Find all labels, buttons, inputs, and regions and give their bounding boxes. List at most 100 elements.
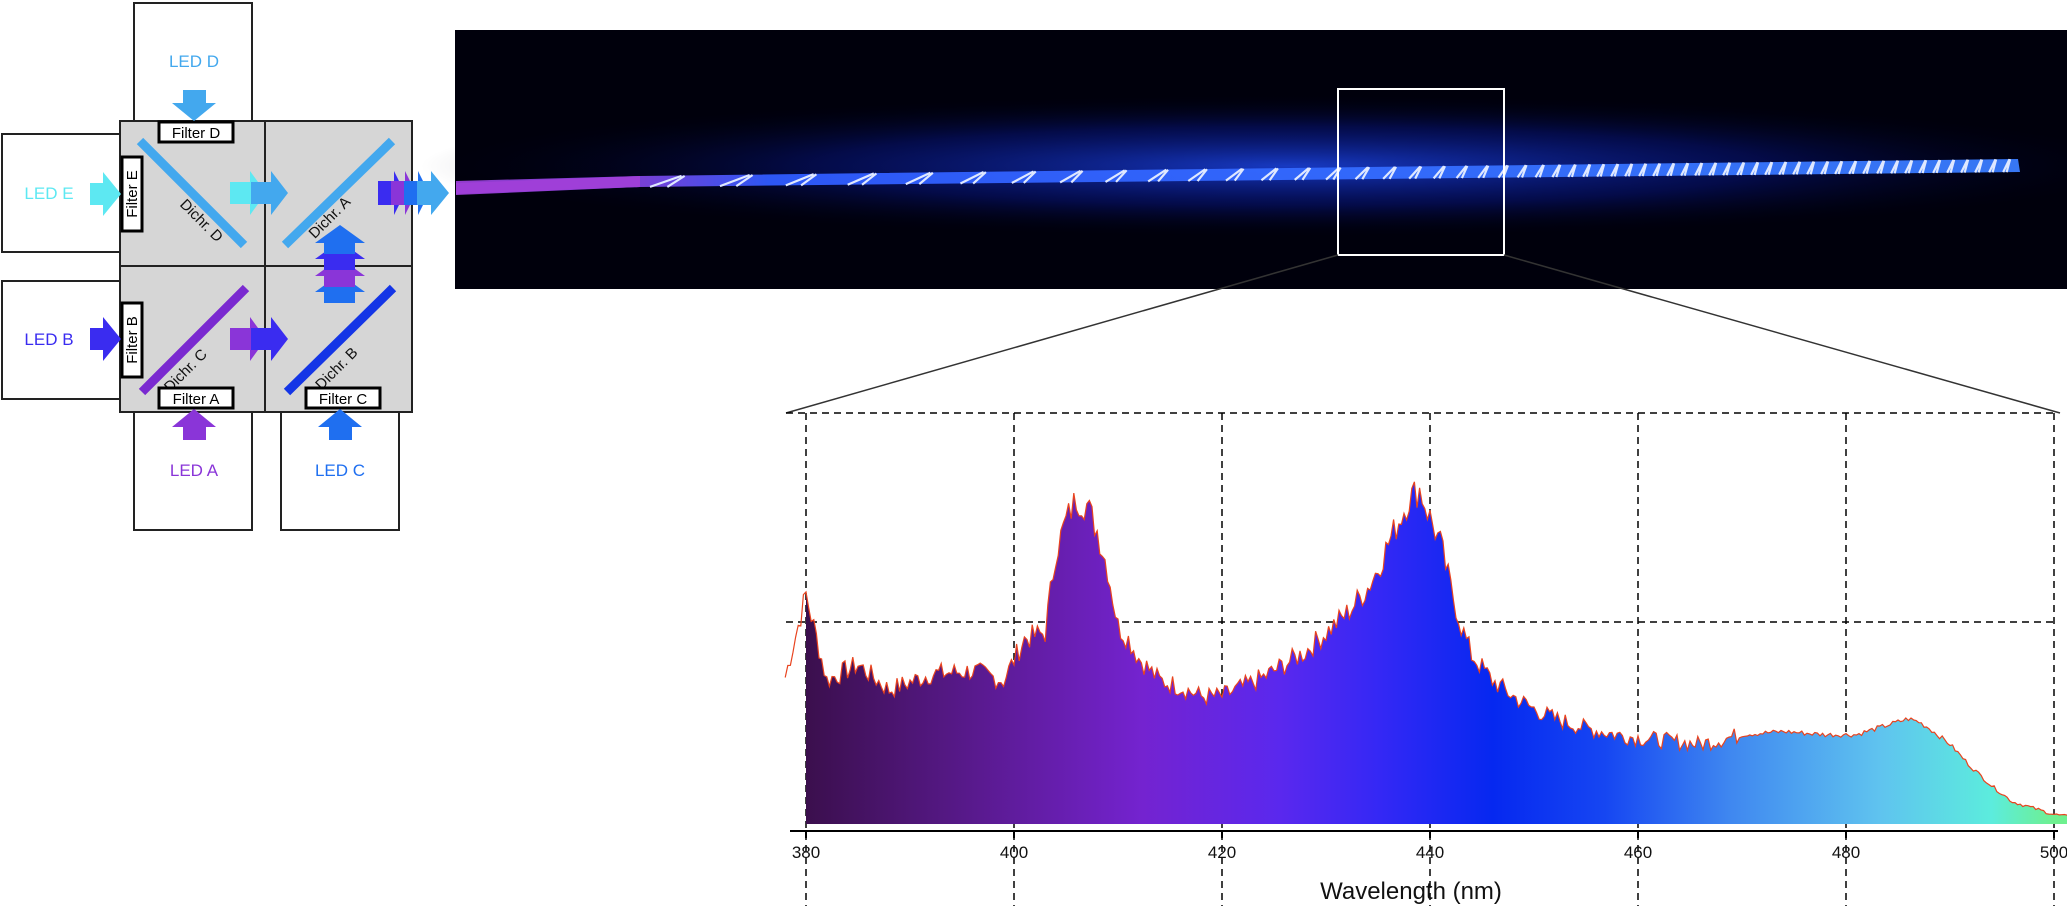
fiber-helix-stroke	[1610, 163, 1620, 177]
fiber-helix-stroke	[847, 172, 878, 186]
beam-arrow-up-2	[315, 258, 365, 287]
led-a-label: LED A	[170, 461, 219, 480]
filter-e-label: Filter E	[124, 170, 141, 218]
chart-tick-label-500: 500	[2040, 843, 2067, 862]
filter-b: Filter B	[120, 301, 144, 379]
fiber-helix-stroke	[1778, 161, 1788, 176]
fiber-helix-stroke	[1848, 160, 1858, 175]
beam-arrow-indigo	[251, 317, 288, 361]
fiber-helix-stroke	[1960, 159, 1970, 174]
fiber-helix-stroke	[719, 173, 754, 188]
fiber-helix-stroke	[1680, 162, 1690, 177]
spectrum-area	[806, 481, 2067, 824]
dichroic-b-mirror	[283, 284, 397, 396]
fiber-helix-stroke	[1750, 161, 1760, 176]
chart-tick-label-480: 480	[1832, 843, 1860, 862]
fiber-helix-stroke	[905, 171, 934, 186]
filter-b-label: Filter B	[124, 316, 141, 364]
filter-d-label: Filter D	[172, 125, 221, 142]
chart-tick-label-440: 440	[1416, 843, 1444, 862]
led-c-box	[280, 411, 400, 531]
chart-tick-label-420: 420	[1208, 843, 1236, 862]
led-d-arrow	[172, 90, 216, 121]
spectrum-chart: 380 400 420 440 460 480 500 Wavelength (nm)	[784, 412, 2067, 906]
zoom-connector-right	[1503, 254, 2061, 414]
fiber-helix-stroke	[1946, 159, 1956, 174]
fiber-helix-stroke	[1792, 161, 1802, 175]
zoom-region-box	[1337, 88, 1505, 256]
fiber-helix-stroke	[1806, 161, 1816, 175]
fiber-helix-stroke	[1477, 165, 1490, 179]
led-b-arrow	[90, 317, 121, 361]
filter-a-label: Filter A	[173, 391, 220, 408]
chart-x-ticks: 380 400 420 440 460 480 500	[792, 831, 2067, 862]
filter-d: Filter D	[157, 120, 235, 144]
fiber-helix-stroke	[1834, 160, 1844, 175]
led-d-label: LED D	[169, 52, 219, 71]
fiber-helix-stroke	[1260, 167, 1279, 182]
filter-e: Filter E	[120, 155, 144, 233]
fiber-helix-stroke	[2002, 158, 2012, 173]
fiber-helix-stroke	[1104, 169, 1128, 183]
led-e-arrow	[90, 172, 121, 216]
chart-tick-label-400: 400	[1000, 843, 1028, 862]
fiber-helix-stroke	[959, 171, 987, 185]
fiber-helix-stroke	[1932, 159, 1942, 174]
chart-tick-label-460: 460	[1624, 843, 1652, 862]
beam-arrow-up-4	[315, 225, 365, 254]
fiber-helix-stroke	[1820, 160, 1830, 175]
fiber-helix-stroke	[1432, 165, 1446, 180]
fiber-helix-stroke	[1011, 170, 1037, 184]
led-a-arrow	[172, 409, 216, 440]
fiber-helix-stroke	[1918, 159, 1928, 174]
fiber-helix-stroke	[1455, 165, 1469, 179]
fiber-helix-stroke	[1551, 164, 1562, 178]
fiber-helix-stroke	[649, 174, 686, 188]
fiber-helix-stroke	[1666, 162, 1676, 177]
fiber-photo	[420, 30, 2067, 289]
fiber-helix-stroke	[1596, 163, 1606, 178]
fiber-helix-stroke	[1567, 164, 1577, 178]
fiber-helix-stroke	[1516, 164, 1528, 179]
fiber-helix-stroke	[1694, 162, 1704, 177]
fiber-helix-pattern	[649, 158, 2012, 188]
fiber-helix-stroke	[1862, 160, 1872, 175]
chart-tick-label-380: 380	[792, 843, 820, 862]
led-c-label: LED C	[315, 461, 365, 480]
dichroic-c-mirror	[138, 284, 250, 396]
fiber-helix-stroke	[1624, 163, 1634, 177]
chart-x-axis-title: Wavelength (nm)	[1320, 878, 1502, 905]
fiber-helix-stroke	[1294, 167, 1312, 181]
fiber-helix-stroke	[1354, 166, 1371, 181]
fiber-helix-stroke	[1974, 159, 1984, 173]
dichroic-d-mirror	[136, 137, 248, 249]
light-combiner-diagram: Dichr. D Dichr. A Dichr. C Dichr. B Filt…	[1, 2, 449, 531]
fiber-helix-stroke	[1638, 163, 1648, 177]
fiber-helix-stroke	[1225, 167, 1245, 182]
zoom-connector-left	[785, 254, 1339, 414]
fiber-helix-stroke	[1408, 165, 1423, 180]
fiber-helix-stroke	[785, 173, 818, 187]
fiber-helix-stroke	[1147, 168, 1169, 183]
dichroic-a-mirror	[281, 137, 396, 249]
fiber-helix-stroke	[1988, 158, 1998, 173]
filter-c-label: Filter C	[319, 391, 368, 408]
fiber-helix-stroke	[1904, 159, 1914, 174]
filter-a: Filter A	[157, 386, 235, 410]
beam-arrow-up-3	[315, 241, 365, 270]
beam-arrow-up-1	[315, 274, 365, 303]
fiber-helix-stroke	[1722, 162, 1732, 176]
spectrum-outline	[784, 481, 2067, 816]
fiber-helix-stroke	[1876, 160, 1886, 175]
fiber-helix-stroke	[1059, 169, 1084, 184]
fiber-helix-stroke	[1708, 162, 1718, 176]
fiber-helix-stroke	[1736, 161, 1746, 176]
fiber-helix-stroke	[1187, 168, 1208, 182]
fiber-helix-stroke	[1890, 160, 1900, 174]
fiber-helix-stroke	[1652, 163, 1662, 177]
output-arrow-4	[417, 171, 449, 215]
fiber-helix-stroke	[1382, 166, 1398, 180]
led-e-label: LED E	[24, 184, 73, 203]
led-a-box	[133, 411, 253, 531]
